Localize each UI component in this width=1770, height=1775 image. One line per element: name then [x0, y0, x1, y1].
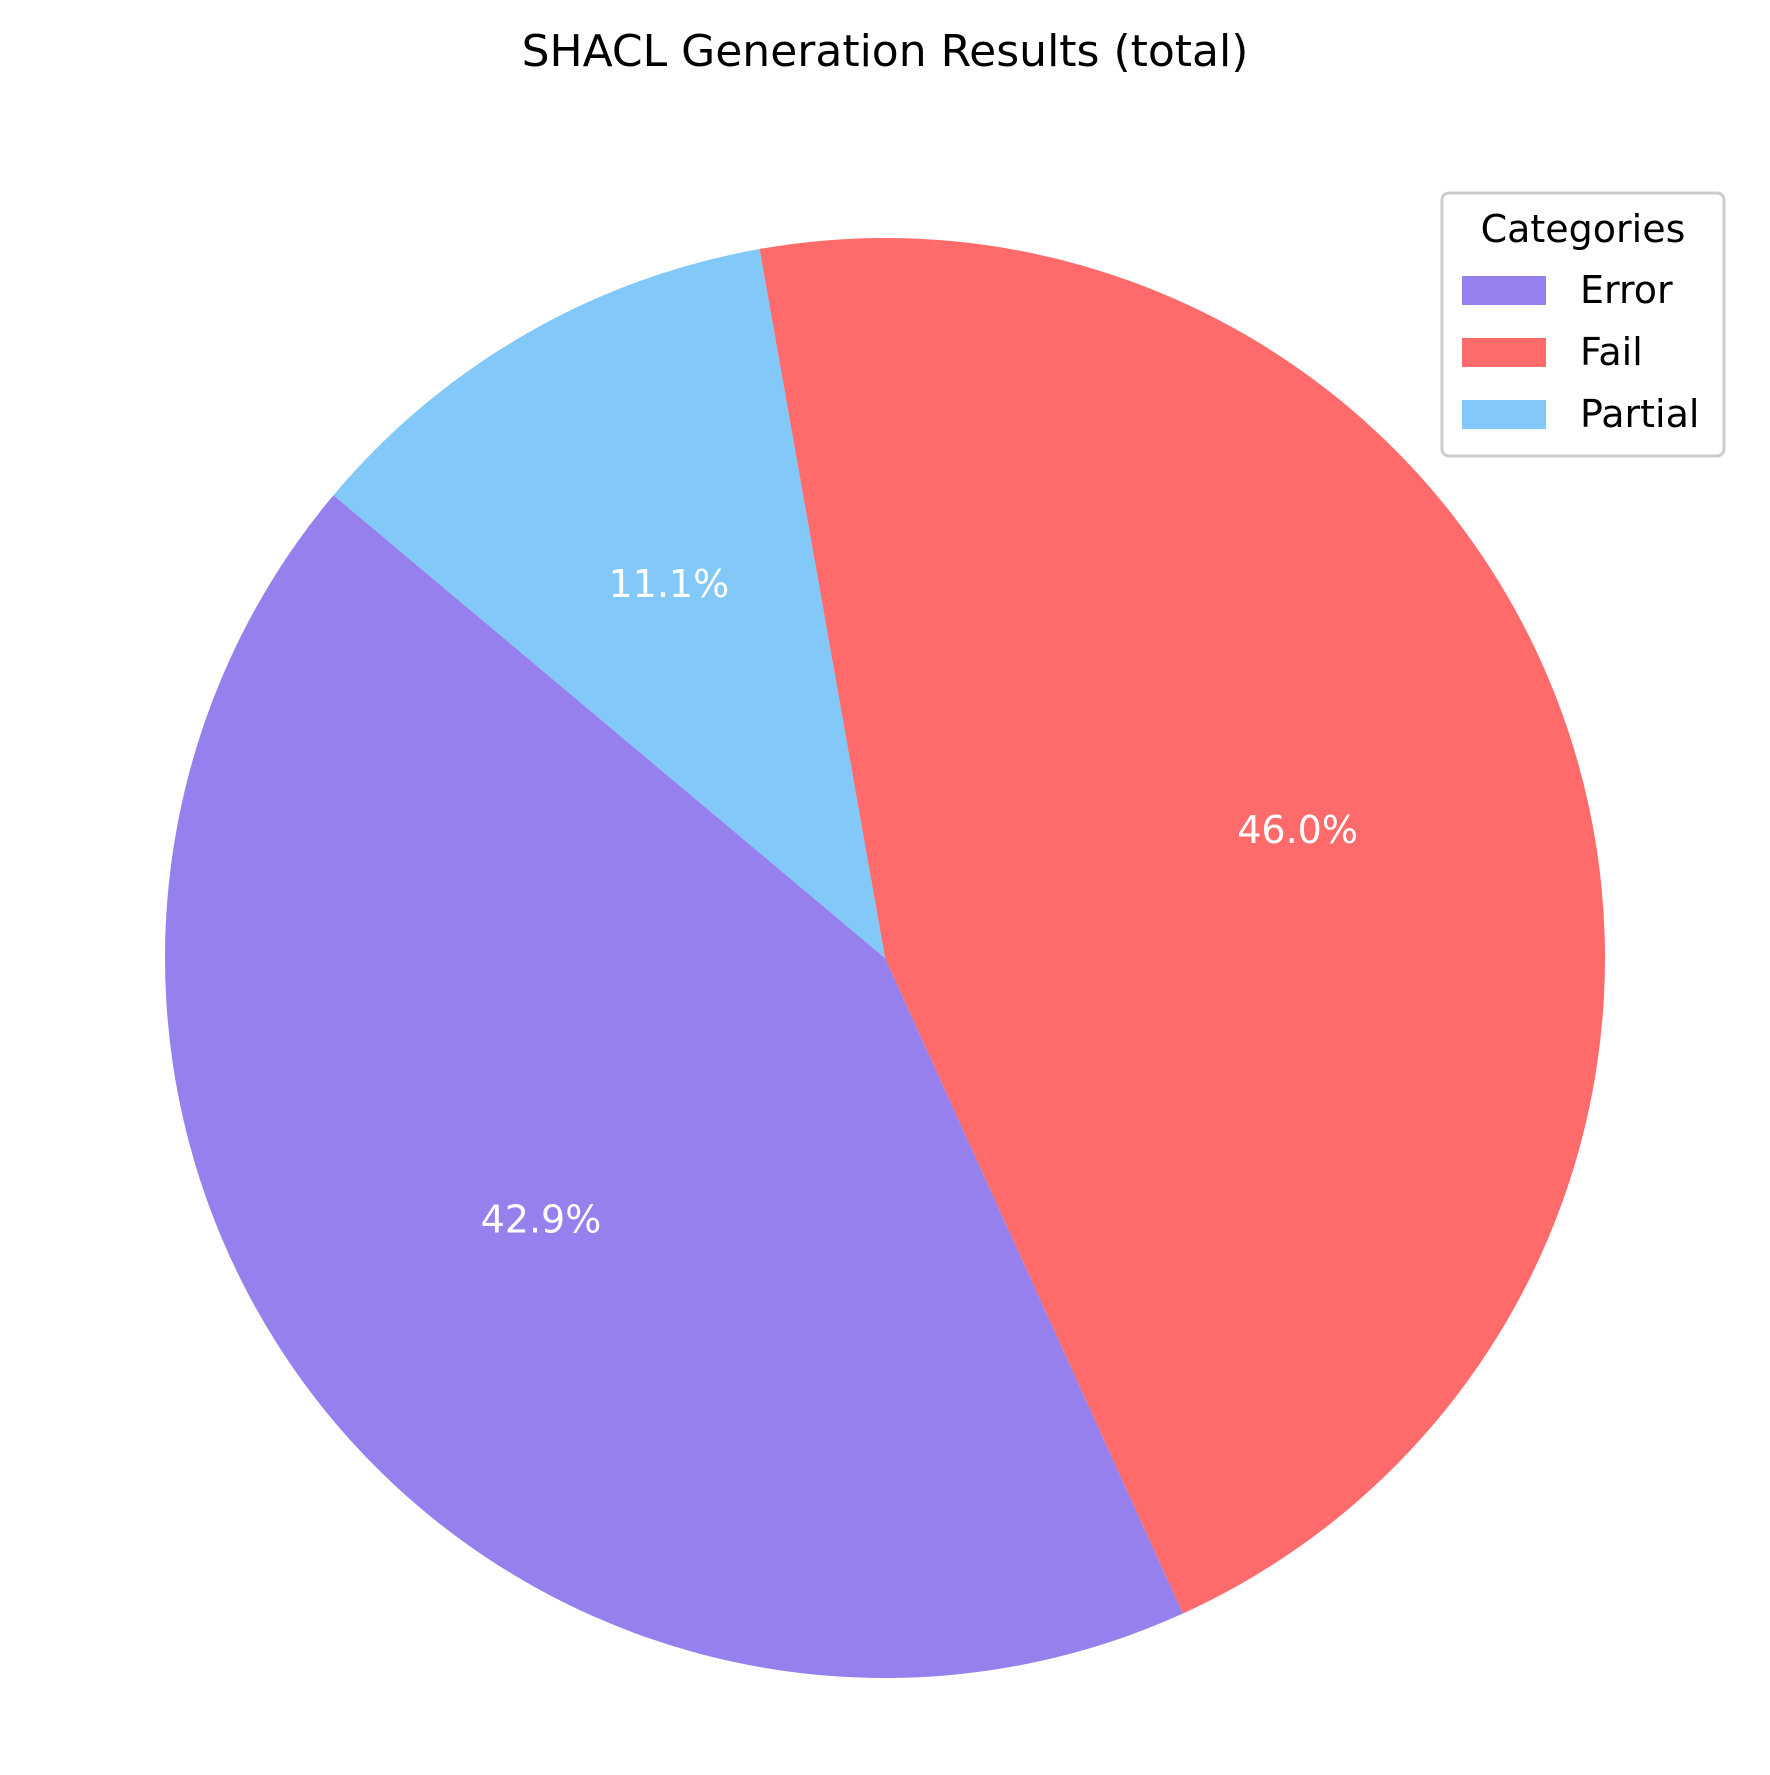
- legend-label-partial: Partial: [1580, 392, 1699, 436]
- legend-swatch-error: [1462, 276, 1546, 305]
- pie-slices: [165, 238, 1605, 1679]
- pie-percent-labels: 42.9% 46.0% 11.1%: [481, 562, 1358, 1241]
- legend-entries: Error Fail Partial: [1462, 268, 1699, 436]
- pie-label-partial: 11.1%: [609, 562, 730, 606]
- legend-label-error: Error: [1580, 268, 1673, 312]
- pie-slice-fail: [759, 238, 1605, 1614]
- legend-swatch-fail: [1462, 338, 1546, 367]
- pie-slice-error: [165, 495, 1183, 1679]
- pie-label-error: 42.9%: [481, 1197, 602, 1241]
- legend: Categories Error Fail Partial: [1440, 191, 1726, 458]
- chart-title: SHACL Generation Results (total): [522, 26, 1249, 77]
- pie-slice-partial: [333, 249, 885, 958]
- legend-frame: [1440, 191, 1726, 458]
- pie-label-fail: 46.0%: [1237, 808, 1358, 852]
- legend-swatch-partial: [1462, 400, 1546, 429]
- legend-label-fail: Fail: [1580, 330, 1643, 374]
- legend-title: Categories: [1481, 207, 1686, 251]
